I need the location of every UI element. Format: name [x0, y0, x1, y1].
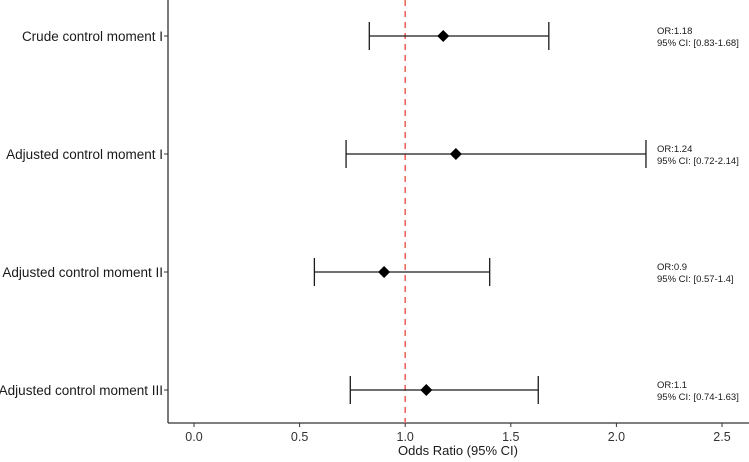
x-tick-label: 1.5 — [502, 430, 519, 444]
y-category-label: Adjusted control moment I — [6, 147, 163, 162]
x-tick-label: 1.0 — [397, 430, 414, 444]
or-annotation: OR:1.24 — [657, 144, 692, 155]
forest-row: Adjusted control moment III OR:1.195% CI:… — [0, 376, 739, 404]
odds-ratio-point — [420, 384, 433, 396]
or-annotation: OR:1.1 — [657, 380, 687, 391]
odds-ratio-point — [449, 148, 462, 160]
y-category-label: Adjusted control moment III — [0, 383, 163, 398]
or-annotation: OR:0.9 — [657, 262, 687, 273]
x-axis-ticks: 0.0 0.5 1.0 1.5 2.0 2.5 — [185, 423, 731, 444]
x-tick-label: 0.5 — [291, 430, 308, 444]
ci-annotation: 95% CI: [0.74-1.63] — [657, 392, 739, 403]
odds-ratio-point — [378, 266, 391, 278]
y-category-label: Crude control moment I — [22, 29, 163, 44]
ci-annotation: 95% CI: [0.83-1.68] — [657, 38, 739, 49]
x-axis-title: Odds Ratio (95% CI) — [398, 443, 518, 458]
ci-annotation: 95% CI: [0.57-1.4] — [657, 274, 734, 285]
ci-annotation: 95% CI: [0.72-2.14] — [657, 156, 739, 167]
x-tick-label: 0.0 — [185, 430, 202, 444]
or-annotation: OR:1.18 — [657, 26, 692, 37]
forest-row: Adjusted control moment II OR:0.995% CI: … — [2, 258, 734, 286]
x-tick-label: 2.5 — [713, 430, 730, 444]
x-tick-label: 2.0 — [608, 430, 625, 444]
odds-ratio-point — [437, 30, 450, 42]
y-category-label: Adjusted control moment II — [2, 265, 163, 280]
